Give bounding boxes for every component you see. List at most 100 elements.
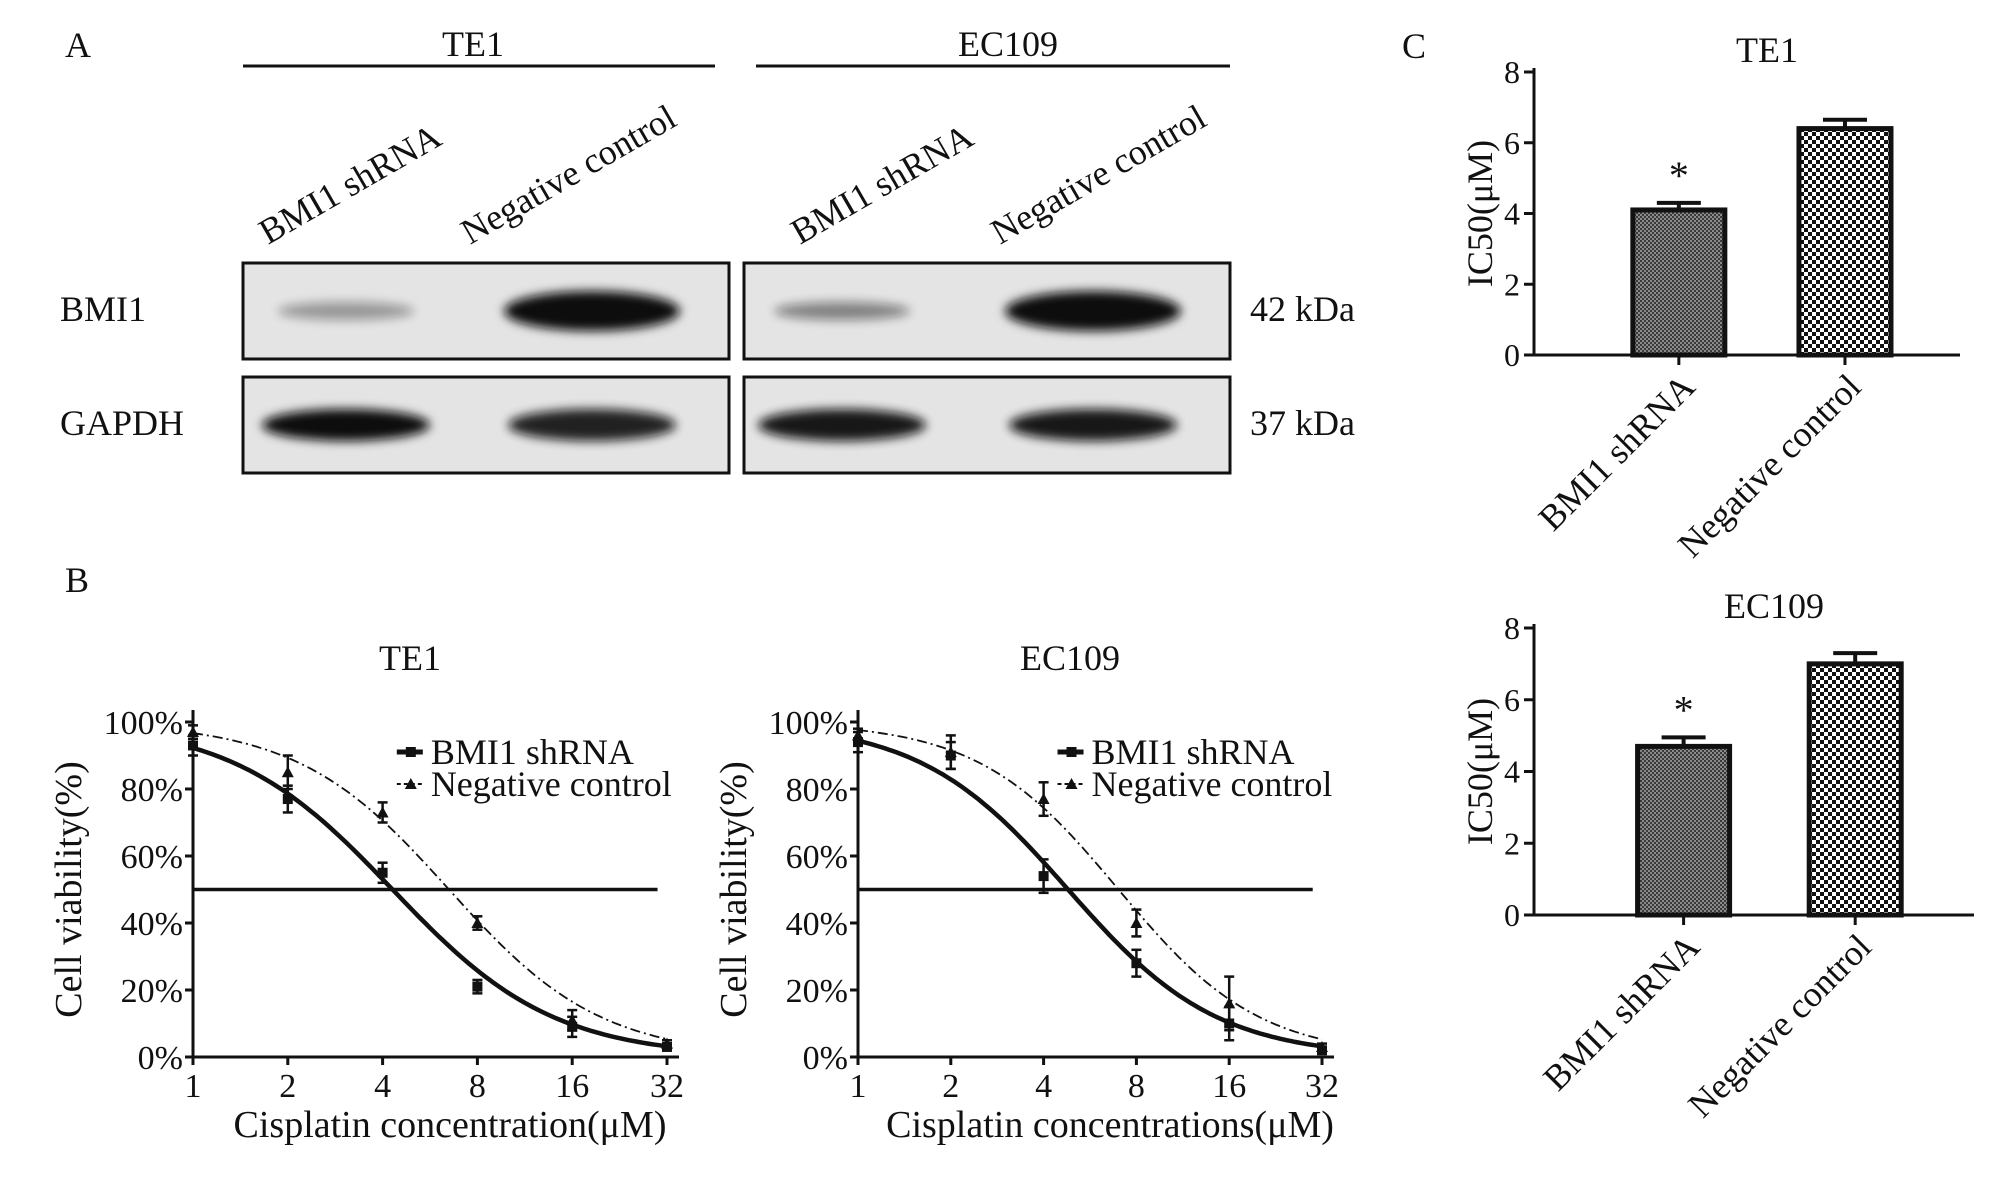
y-tick-label: 0%: [138, 1040, 183, 1077]
x-tick-label: BMI1 shRNA: [1535, 926, 1707, 1098]
panel-letter-a: A: [65, 25, 91, 65]
data-point: [944, 746, 957, 758]
y-tick-label: 0%: [803, 1040, 848, 1077]
data-point: [187, 726, 199, 738]
blot-band-gapdh-lane-4: [1009, 409, 1177, 441]
lane-label-te1-bmi1-shrna: BMI1 shRNA: [252, 116, 448, 252]
x-tick-label: 1: [185, 1068, 202, 1105]
blot-band-gapdh-lane-3: [758, 409, 926, 441]
blot-band-bmi1-lane-3: [774, 302, 910, 320]
y-tick-label: 0: [1504, 337, 1520, 373]
panel-letter-c: C: [1402, 26, 1426, 66]
data-point: [282, 794, 293, 805]
x-tick-label: 2: [942, 1068, 959, 1105]
chart-title: EC109: [1020, 638, 1120, 678]
data-point: [566, 1014, 579, 1026]
x-tick-label: 8: [1128, 1068, 1145, 1105]
data-point: [1038, 871, 1049, 882]
data-point: [471, 917, 484, 928]
data-point: [1131, 958, 1142, 969]
lane-label-ec109-negative-control: Negative control: [984, 97, 1213, 252]
y-axis-label: IC50(μM): [1460, 698, 1500, 845]
y-tick-label: 4: [1504, 754, 1520, 790]
legend-label: Negative control: [1092, 764, 1333, 804]
legend-marker: [1065, 778, 1078, 789]
y-tick-label: 8: [1504, 54, 1520, 90]
bar-negative-control: [1796, 126, 1894, 358]
blot-group-title-te1: TE1: [442, 24, 504, 64]
x-tick-label: 8: [469, 1068, 486, 1105]
y-tick-label: 20%: [786, 973, 848, 1010]
y-tick-label: 80%: [786, 772, 848, 809]
y-tick-label: 20%: [121, 973, 183, 1010]
series-line-negative-control: [192, 732, 668, 1040]
legend-label: BMI1 shRNA: [431, 732, 634, 772]
x-tick-label: BMI1 shRNA: [1531, 366, 1703, 538]
significance-marker: *: [1674, 687, 1694, 732]
y-axis-label: Cell viability(%): [713, 761, 755, 1017]
legend-marker: [404, 778, 417, 789]
data-point: [1130, 917, 1143, 928]
blot-row-label-gapdh: GAPDH: [60, 403, 184, 443]
y-tick-label: 80%: [121, 772, 183, 809]
legend-label: Negative control: [431, 764, 672, 804]
data-point: [852, 729, 864, 741]
bar-negative-control: [1806, 661, 1904, 918]
x-tick-label: 32: [650, 1068, 684, 1105]
y-tick-label: 4: [1504, 196, 1520, 232]
x-tick-label: 1: [850, 1068, 867, 1105]
x-tick-label: Negative control: [1680, 926, 1879, 1125]
lane-label-te1-negative-control: Negative control: [454, 97, 683, 252]
blot-row-size-bmi1: 42 kDa: [1250, 289, 1355, 329]
x-tick-label: 16: [555, 1068, 589, 1105]
y-tick-label: 100%: [769, 705, 848, 742]
y-tick-label: 2: [1504, 266, 1520, 302]
blot-band-gapdh-lane-1: [262, 409, 430, 441]
blot-group-title-ec109: EC109: [958, 24, 1058, 64]
y-tick-label: 2: [1504, 825, 1520, 861]
data-point: [188, 740, 198, 751]
y-tick-label: 60%: [121, 839, 183, 876]
significance-marker: *: [1669, 153, 1689, 198]
blot-band-bmi1-lane-4: [1005, 291, 1181, 331]
blot-row-size-gapdh: 37 kDa: [1250, 403, 1355, 443]
legend-marker: [1066, 747, 1077, 757]
y-tick-label: 6: [1504, 125, 1520, 161]
x-tick-label: 2: [279, 1068, 296, 1105]
x-tick-label: 4: [374, 1068, 391, 1105]
y-tick-label: 100%: [104, 705, 183, 742]
chart-title: TE1: [379, 638, 441, 678]
y-tick-label: 6: [1504, 682, 1520, 718]
data-point: [472, 981, 483, 992]
blot-band-bmi1-lane-2: [504, 291, 680, 331]
series-line-bmi1-shrna: [857, 738, 1323, 1049]
panel-a-western-blot: A TE1 EC109 BMI1 shRNA Negative control …: [60, 24, 1355, 475]
lane-label-ec109-bmi1-shrna: BMI1 shRNA: [784, 116, 980, 252]
bar-bmi1-shrna: [1635, 743, 1733, 918]
legend-label: BMI1 shRNA: [1092, 732, 1295, 772]
y-tick-label: 40%: [121, 906, 183, 943]
data-point: [377, 867, 388, 878]
y-tick-label: 8: [1504, 610, 1520, 646]
y-tick-label: 0: [1504, 897, 1520, 933]
data-point: [1223, 997, 1236, 1009]
x-tick-label: 4: [1035, 1068, 1052, 1105]
blot-row-label-bmi1: BMI1: [60, 289, 146, 329]
y-axis-label: IC50(μM): [1460, 140, 1500, 287]
data-point: [1316, 1040, 1328, 1052]
legend-marker: [405, 747, 416, 757]
x-tick-label: 16: [1212, 1068, 1246, 1105]
y-tick-label: 60%: [786, 839, 848, 876]
data-point: [376, 806, 389, 818]
series-line-bmi1-shrna: [192, 745, 668, 1049]
panel-letter-b: B: [65, 560, 89, 600]
blot-band-gapdh-lane-2: [508, 409, 676, 441]
x-tick-label: 32: [1305, 1068, 1339, 1105]
bar-bmi1-shrna: [1630, 207, 1728, 358]
blot-band-bmi1-lane-1: [278, 302, 414, 320]
y-tick-label: 40%: [786, 906, 848, 943]
chart-title: EC109: [1724, 586, 1824, 626]
